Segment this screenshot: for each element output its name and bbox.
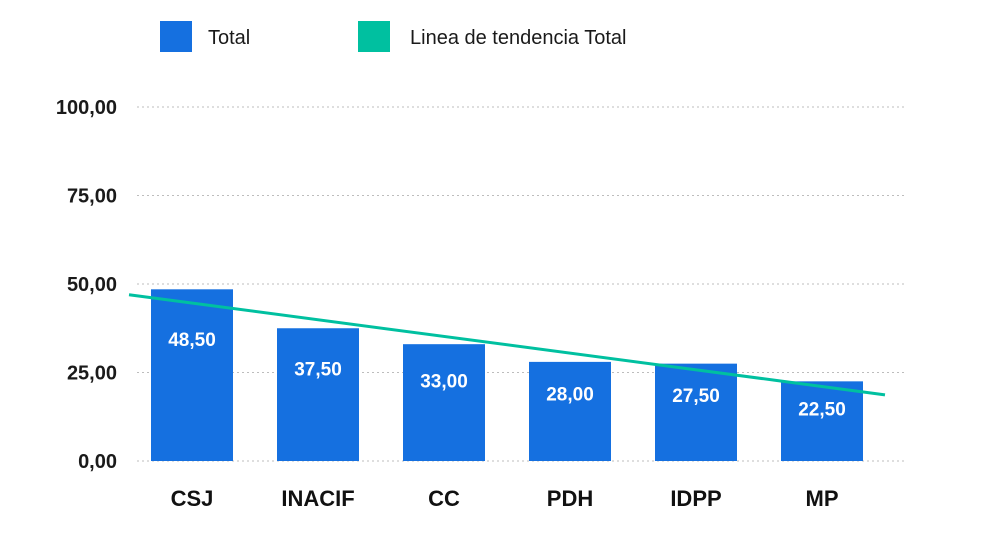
x-tick-label: CSJ [171, 486, 214, 511]
x-tick-label: PDH [547, 486, 593, 511]
data-label: 48,50 [168, 330, 216, 351]
data-label: 22,50 [798, 399, 846, 420]
y-tick-label: 0,00 [78, 451, 117, 473]
y-tick-label: 25,00 [67, 363, 117, 385]
bar-cc [403, 344, 485, 461]
y-tick-label: 50,00 [67, 274, 117, 296]
bar-mp [781, 381, 863, 461]
legend: Total Linea de tendencia Total [160, 21, 626, 52]
legend-swatch-trendline [358, 21, 390, 52]
gridlines [137, 106, 907, 462]
legend-swatch-total [160, 21, 192, 52]
legend-label-total: Total [208, 27, 250, 49]
data-label: 33,00 [420, 371, 468, 392]
legend-label-trendline: Linea de tendencia Total [410, 27, 626, 49]
trendline-total [128, 293, 886, 397]
trendline [128, 293, 886, 397]
y-tick-label: 75,00 [67, 186, 117, 208]
data-labels: 48,50 37,50 33,00 28,00 27,50 22,50 [168, 330, 846, 420]
data-label: 28,00 [546, 385, 594, 406]
bar-inacif [277, 328, 359, 461]
y-axis-ticks: 0,00 25,00 50,00 75,00 100,00 [56, 97, 117, 473]
x-axis-ticks: CSJ INACIF CC PDH IDPP MP [171, 486, 839, 511]
bar-idpp [655, 363, 737, 461]
x-tick-label: INACIF [281, 486, 354, 511]
data-label: 37,50 [294, 359, 342, 380]
x-tick-label: CC [428, 486, 460, 511]
x-tick-label: IDPP [670, 486, 721, 511]
data-label: 27,50 [672, 386, 720, 407]
bars [151, 289, 863, 461]
x-tick-label: MP [806, 486, 839, 511]
y-tick-label: 100,00 [56, 97, 117, 119]
bar-csj [151, 289, 233, 461]
bar-pdh [529, 361, 611, 461]
